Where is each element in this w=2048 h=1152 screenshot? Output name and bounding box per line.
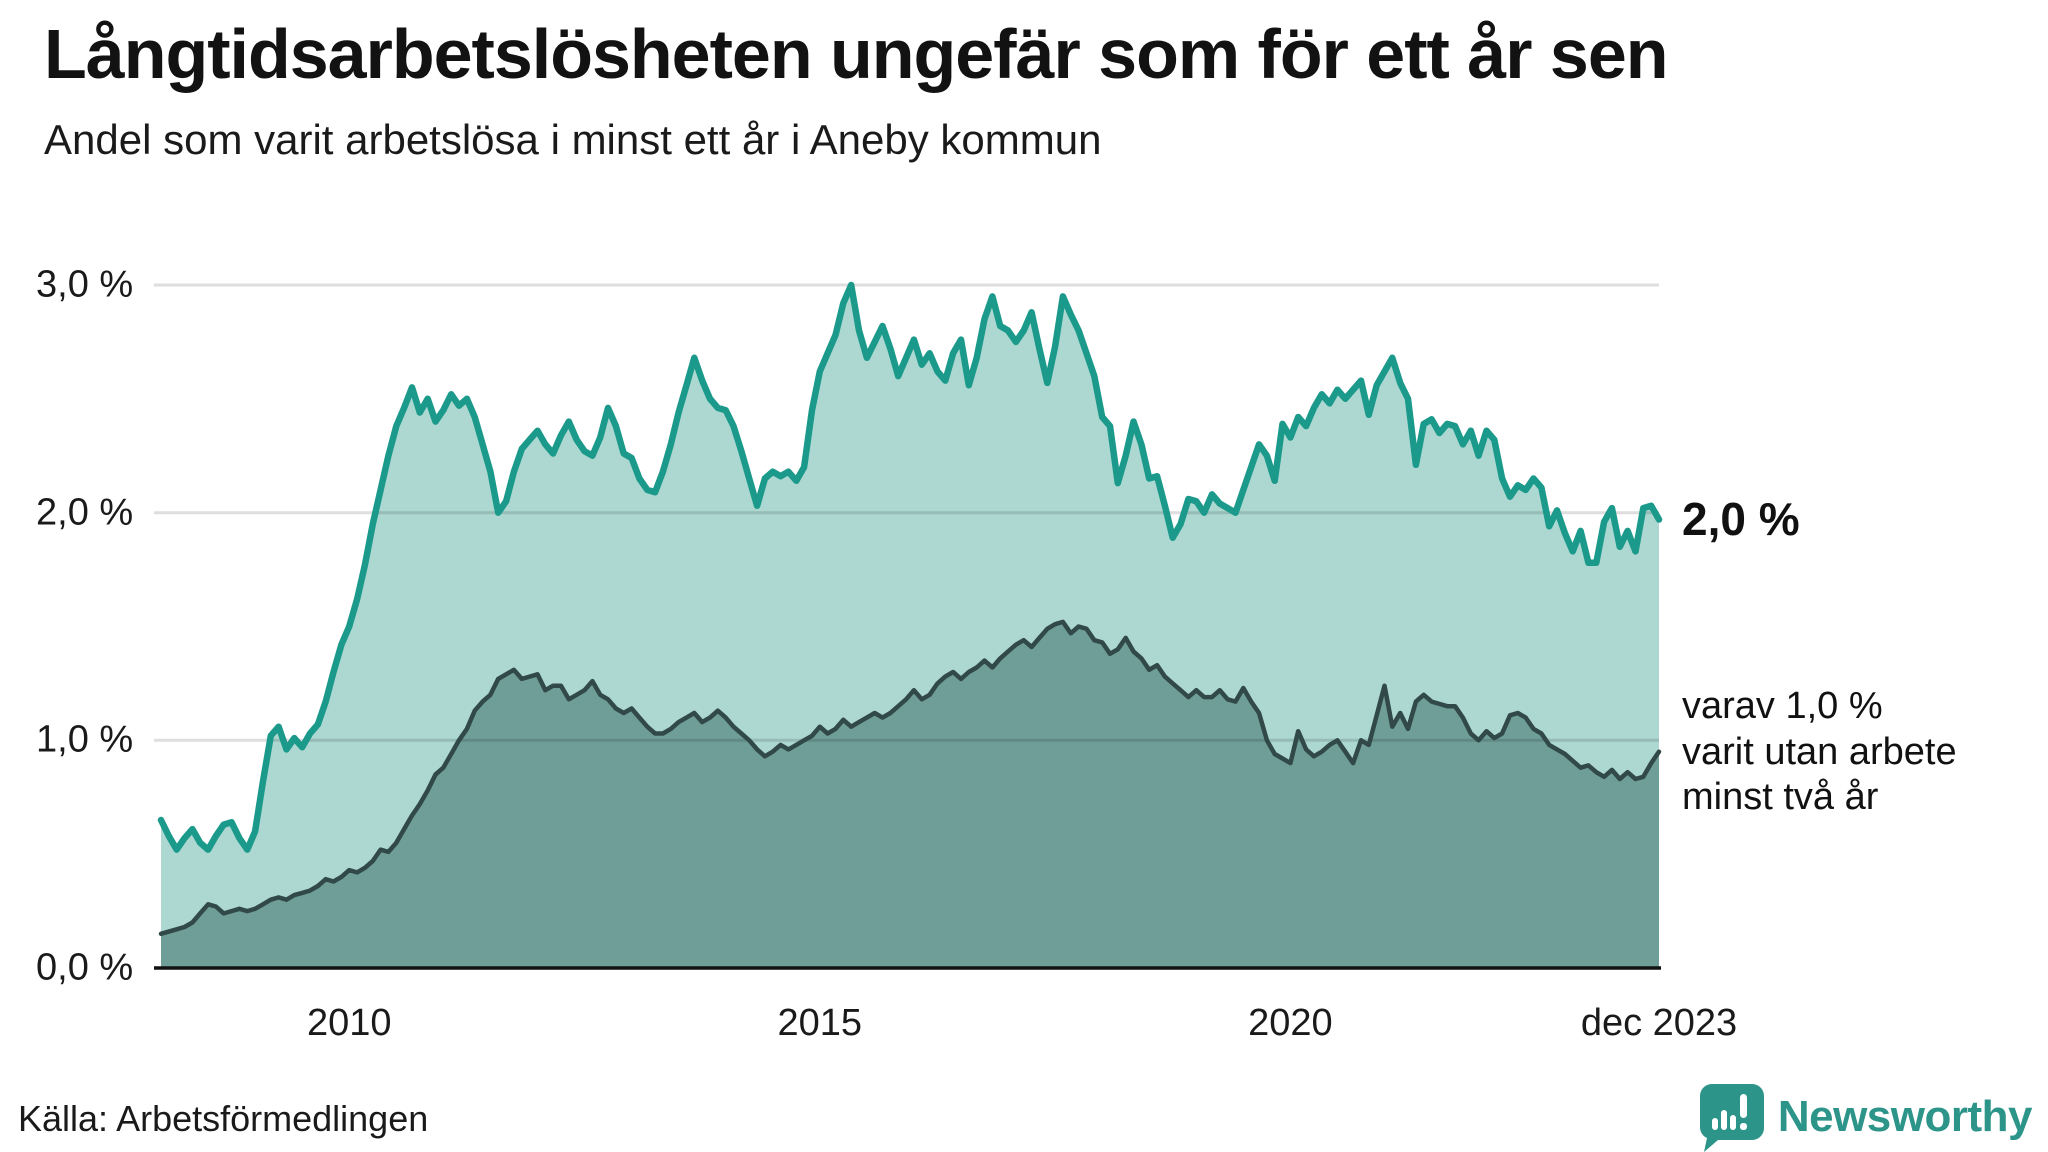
- x-tick-dec-2023: dec 2023: [1580, 1002, 1738, 1044]
- x-tick-2015: 2015: [777, 1002, 863, 1044]
- newsworthy-logo-icon: [1699, 1084, 1764, 1152]
- series-end-label-two-years: varav 1,0 % varit utan arbete minst två …: [1682, 684, 1957, 821]
- y-tick-3: 3,0 %: [36, 263, 134, 306]
- line-total: [157, 281, 1663, 853]
- newsworthy-brand: Newsworthy: [1698, 1082, 2033, 1152]
- x-tick-2010: 2010: [306, 1002, 392, 1044]
- annotation-line-3: minst två år: [1682, 776, 1879, 819]
- line-two-years: [158, 619, 1662, 937]
- annotation-line-2: varit utan arbete: [1682, 730, 1957, 773]
- x-tick-2020: 2020: [1248, 1002, 1333, 1044]
- source-note: Källa: Arbetsförmedlingen: [18, 1098, 429, 1139]
- y-tick-1: 1,0 %: [36, 718, 134, 761]
- y-tick-0: 0,0 %: [36, 946, 134, 989]
- annotation-line-1: varav 1,0 %: [1682, 685, 1883, 727]
- newsworthy-brand-text: Newsworthy: [1777, 1092, 2033, 1141]
- page-subtitle: Andel som varit arbetslösa i minst ett å…: [44, 116, 1102, 163]
- y-tick-2: 2,0 %: [36, 491, 134, 534]
- area-two-years: [161, 621, 1659, 968]
- series-end-label-total: 2,0 %: [1682, 493, 1800, 546]
- page-title: Långtidsarbetslösheten ungefär som för e…: [44, 15, 1669, 93]
